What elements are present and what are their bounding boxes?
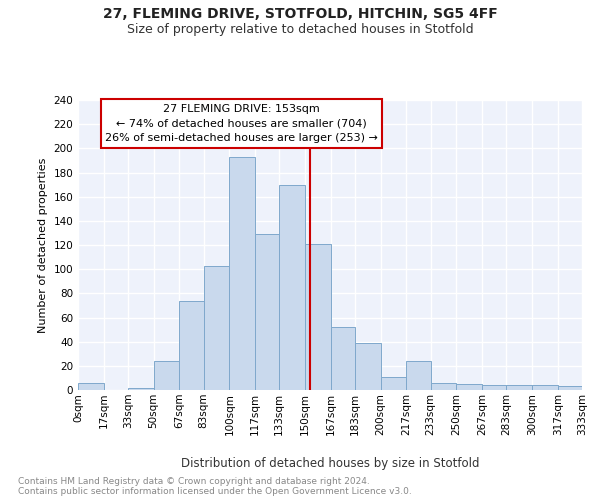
Bar xyxy=(229,157,255,390)
Text: Size of property relative to detached houses in Stotfold: Size of property relative to detached ho… xyxy=(127,22,473,36)
Bar xyxy=(179,300,203,390)
Bar xyxy=(457,384,482,390)
Bar xyxy=(78,383,104,390)
Bar xyxy=(203,266,229,390)
Bar xyxy=(154,361,179,390)
Bar xyxy=(279,184,305,390)
Text: Contains public sector information licensed under the Open Government Licence v3: Contains public sector information licen… xyxy=(18,488,412,496)
Text: 27, FLEMING DRIVE, STOTFOLD, HITCHIN, SG5 4FF: 27, FLEMING DRIVE, STOTFOLD, HITCHIN, SG… xyxy=(103,8,497,22)
Text: Distribution of detached houses by size in Stotfold: Distribution of detached houses by size … xyxy=(181,458,479,470)
Bar xyxy=(331,327,355,390)
Y-axis label: Number of detached properties: Number of detached properties xyxy=(38,158,48,332)
Bar xyxy=(355,343,381,390)
Text: Contains HM Land Registry data © Crown copyright and database right 2024.: Contains HM Land Registry data © Crown c… xyxy=(18,478,370,486)
Bar xyxy=(406,361,431,390)
Bar xyxy=(128,388,154,390)
Bar xyxy=(558,386,582,390)
Bar xyxy=(506,385,532,390)
Bar xyxy=(305,244,331,390)
Text: 27 FLEMING DRIVE: 153sqm
← 74% of detached houses are smaller (704)
26% of semi-: 27 FLEMING DRIVE: 153sqm ← 74% of detach… xyxy=(105,104,378,143)
Bar xyxy=(381,376,406,390)
Bar xyxy=(482,385,506,390)
Bar xyxy=(532,385,558,390)
Bar xyxy=(255,234,279,390)
Bar xyxy=(431,383,457,390)
